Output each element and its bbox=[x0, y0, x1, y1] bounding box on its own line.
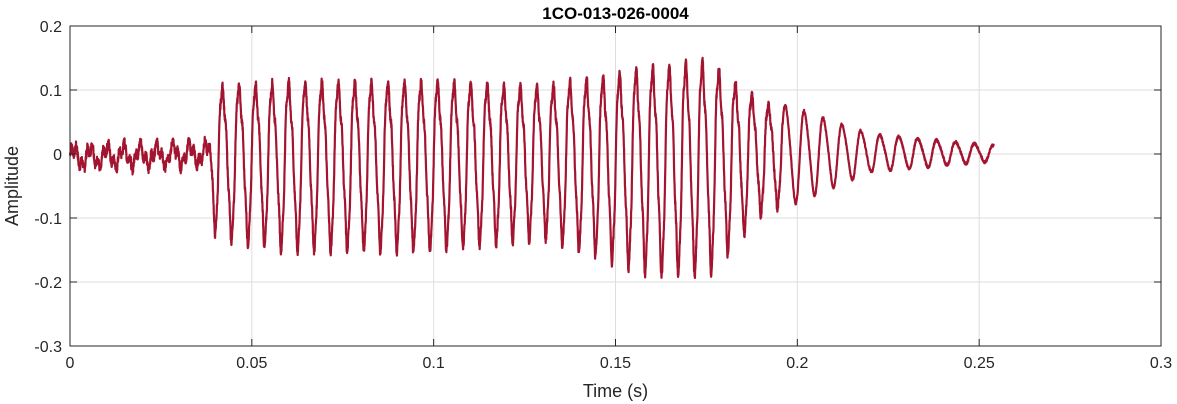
x-tick-label: 0 bbox=[66, 355, 75, 372]
y-tick-label: 0 bbox=[53, 147, 62, 164]
chart-title: 1CO-013-026-0004 bbox=[542, 4, 689, 23]
y-tick-label: -0.1 bbox=[34, 211, 62, 228]
ticks bbox=[69, 25, 1162, 347]
y-tick-label: -0.3 bbox=[34, 339, 62, 356]
x-tick-label: 0.25 bbox=[964, 355, 995, 372]
x-axis-label: Time (s) bbox=[583, 381, 648, 401]
tick-labels: 0 0.05 0.1 0.15 0.2 0.25 0.3 -0.3 -0.2 -0.1 0 0.1 0.… bbox=[34, 19, 1172, 372]
y-tick-label: -0.2 bbox=[34, 275, 62, 292]
series-line-amplitude bbox=[68, 56, 995, 280]
series-layer bbox=[68, 56, 995, 280]
x-tick-label: 0.05 bbox=[236, 355, 267, 372]
x-tick-label: 0.15 bbox=[600, 355, 631, 372]
y-axis-label: Amplitude bbox=[2, 146, 22, 226]
y-tick-label: 0.2 bbox=[40, 19, 62, 36]
x-tick-label: 0.3 bbox=[1150, 355, 1172, 372]
x-tick-label: 0.1 bbox=[423, 355, 445, 372]
x-tick-label: 0.2 bbox=[786, 355, 808, 372]
y-tick-label: 0.1 bbox=[40, 83, 62, 100]
